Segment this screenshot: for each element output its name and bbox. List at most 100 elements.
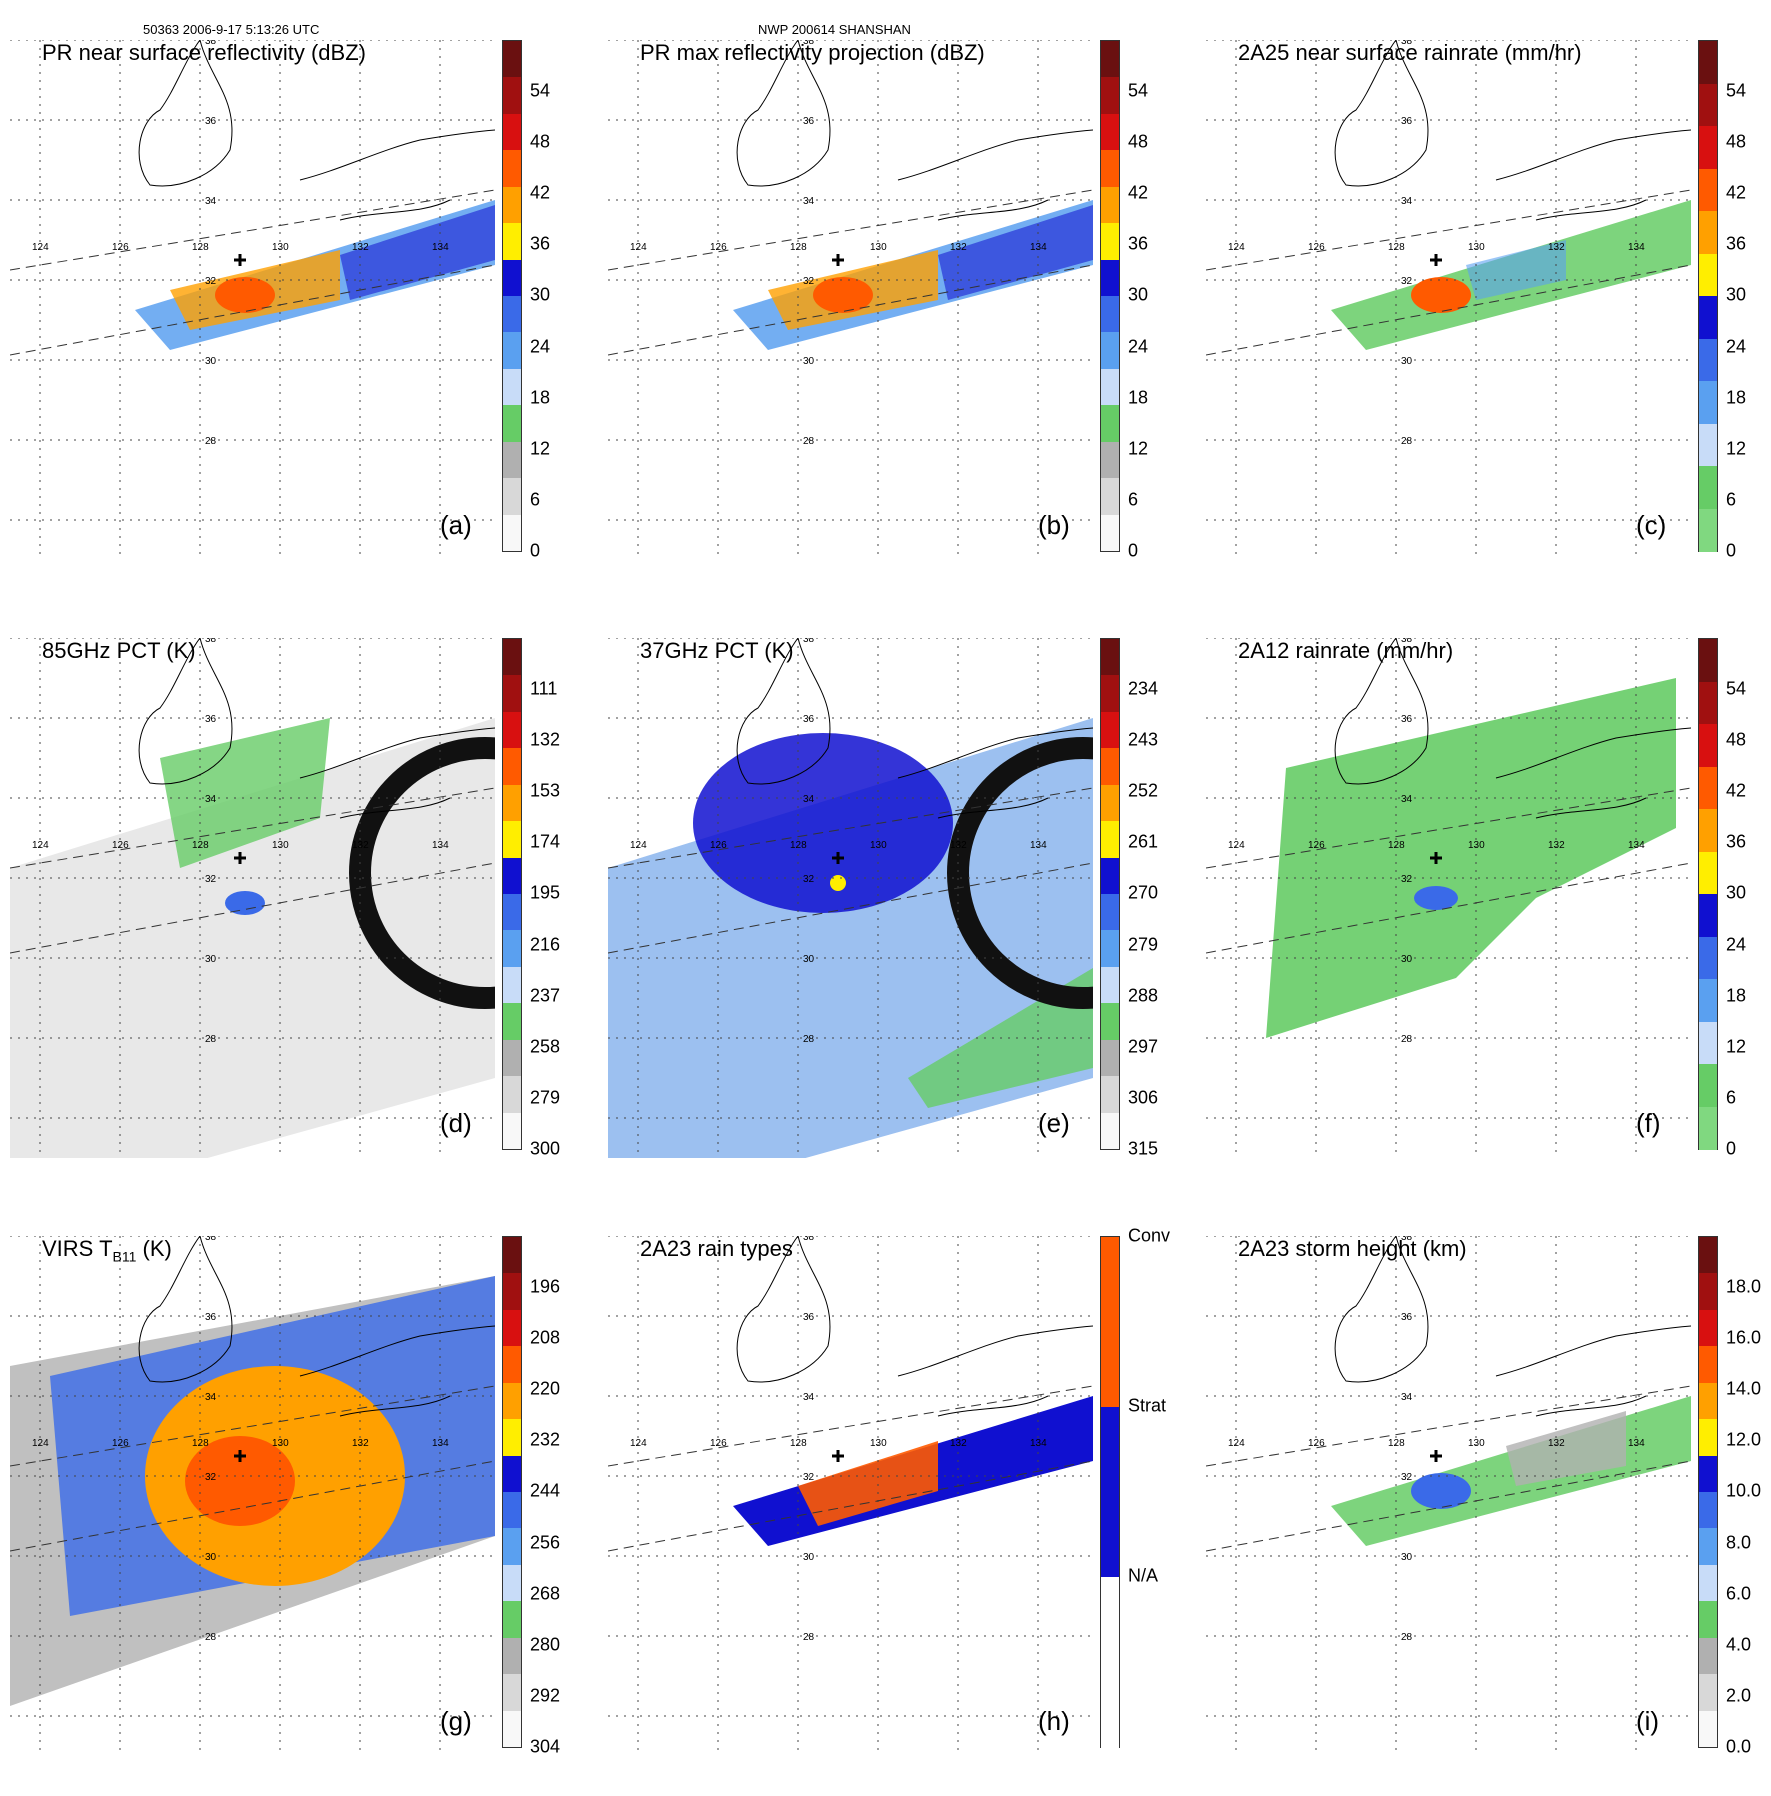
map-d: 38 36 34 32 30 28 124 126 128 130 132 134 [10,638,495,1158]
colorbar-tick-label: 18 [530,387,551,408]
map-i: 38 36 34 32 30 28 124 126 128 130 132 134 [1206,1236,1691,1756]
lon-label: 132 [1548,242,1565,253]
colorbar-segment [1699,1237,1717,1274]
map-g: 38 36 34 32 30 28 124 126 128 130 132 134 [10,1236,495,1756]
colorbar-segment [503,368,521,406]
lon-label: 134 [432,242,449,253]
korea-coast [138,1236,233,1383]
colorbar-segment [1101,113,1119,151]
swath-edges [1206,189,1691,356]
colorbar-segment [503,1455,521,1493]
lat-label: 28 [205,436,217,447]
panel-b: 38 36 34 32 30 28 124 126 128 130 132 134 PR max ref… [608,40,1168,600]
lat-label: 34 [205,196,217,207]
colorbar-tick-label: 208 [530,1327,561,1348]
panel-a: 38 36 34 32 30 28 124 126 128 130 132 134 PR near su… [10,40,570,600]
colorbar-tick-label: 279 [1128,934,1159,955]
colorbar-segment [1101,478,1119,516]
panel-e: 38 36 34 32 30 28 124 126 128 130 132 134 37GHz PCT … [608,638,1168,1198]
map-f: 38 36 34 32 30 28 124 126 128 130 132 134 [1206,638,1691,1158]
data-field [1266,678,1676,1038]
lat-label: 30 [205,954,217,965]
colorbar-segment [503,748,521,786]
lat-label: 32 [205,1472,217,1483]
colorbar-segment [1699,508,1717,552]
colorbar-ticks: 54 48 42 36 30 24 18 12 6 0 [530,40,580,561]
colorbar-tick-label: 2.0 [1726,1685,1752,1706]
colorbar [502,40,522,552]
colorbar-segment [503,1273,521,1311]
colorbar-tick-label: 18 [1726,387,1747,408]
lon-label: 130 [1468,1438,1485,1449]
colorbar-segment [1699,1064,1717,1107]
colorbar-segment [1699,126,1717,169]
korea-coast [736,1236,831,1383]
colorbar-tick-label: 174 [530,831,561,852]
colorbar-tick-label: 256 [530,1532,561,1553]
colorbar-segment [1699,724,1717,767]
colorbar-tick-label: 42 [1726,182,1747,203]
colorbar-tick-label: 42 [1128,182,1149,203]
colorbar-segment [1699,1419,1717,1457]
japan-coast [1495,727,1691,819]
colorbar-segment [503,332,521,370]
lon-label: 128 [192,840,209,851]
panel-h: 38 36 34 32 30 28 124 126 128 130 132 134 2A23 rain … [608,1226,1170,1796]
colorbar-segment [1699,1710,1717,1748]
colorbar [1698,1236,1718,1748]
colorbar-segment [503,711,521,749]
panel-title: 2A23 rain types [640,1236,793,1261]
graticule [1206,638,1691,1158]
colorbar-segment [1699,1601,1717,1639]
lat-label: 34 [1401,1392,1413,1403]
korea-coast [736,40,831,187]
lat-label: 32 [803,276,815,287]
panel-title: 2A25 near surface rainrate (mm/hr) [1238,40,1582,65]
colorbar-tick-label: 54 [1726,678,1747,699]
graticule [608,1236,1093,1756]
lon-label: 132 [950,840,967,851]
colorbar-segment [503,1076,521,1114]
colorbar-tick-label: 0 [530,540,541,561]
korea-coast [1334,1236,1429,1383]
panel-title: 37GHz PCT (K) [640,638,794,663]
colorbar-tick-label: 24 [1726,934,1747,955]
lon-label: 132 [1548,1438,1565,1449]
lat-label: 36 [205,714,217,725]
panel-label: (d) [440,1108,472,1138]
panel-title: VIRS TB11 (K) [42,1236,172,1265]
swath-edges [1206,1385,1691,1552]
colorbar-tick-label: 18 [1128,387,1149,408]
colorbar-segment [1101,41,1119,78]
colorbar-tick-label: 42 [1726,780,1747,801]
lon-label: 132 [352,840,369,851]
map-e: 38 36 34 32 30 28 124 126 128 130 132 134 [608,638,1093,1158]
panel-label: (i) [1636,1706,1660,1736]
colorbar-segment [1699,894,1717,937]
colorbar-segment [1101,296,1119,333]
colorbar-segment [1699,979,1717,1022]
lat-label: 36 [803,714,815,725]
colorbar-segment [1101,857,1119,895]
lon-label: 128 [1388,1438,1405,1449]
colorbar-tick-label: 4.0 [1726,1634,1752,1655]
colorbar-tick-label: 6 [1726,1087,1737,1108]
colorbar-ticks: 196 208 220 232 244 256 268 280 292 304 [530,1236,580,1757]
lat-label: 38 [205,40,217,47]
lat-label: 32 [803,1472,815,1483]
colorbar-segment [503,1112,521,1150]
colorbar-tick-label: 30 [1726,284,1747,305]
panel-label: (g) [440,1706,472,1736]
colorbar-tick-label: 237 [530,985,561,1006]
colorbar-tick-label: 30 [530,284,551,305]
colorbar-tick-label: 268 [530,1583,561,1604]
storm-center-marker [234,852,246,864]
lat-label: 28 [803,1632,815,1643]
korea-coast [736,638,831,785]
lat-label: 34 [1401,196,1413,207]
lon-label: 126 [1308,840,1325,851]
lon-label: 134 [432,1438,449,1449]
lon-label: 126 [710,242,727,253]
graticule [10,1236,495,1756]
map-a: 38 36 34 32 30 28 124 126 128 130 132 134 [10,40,495,560]
